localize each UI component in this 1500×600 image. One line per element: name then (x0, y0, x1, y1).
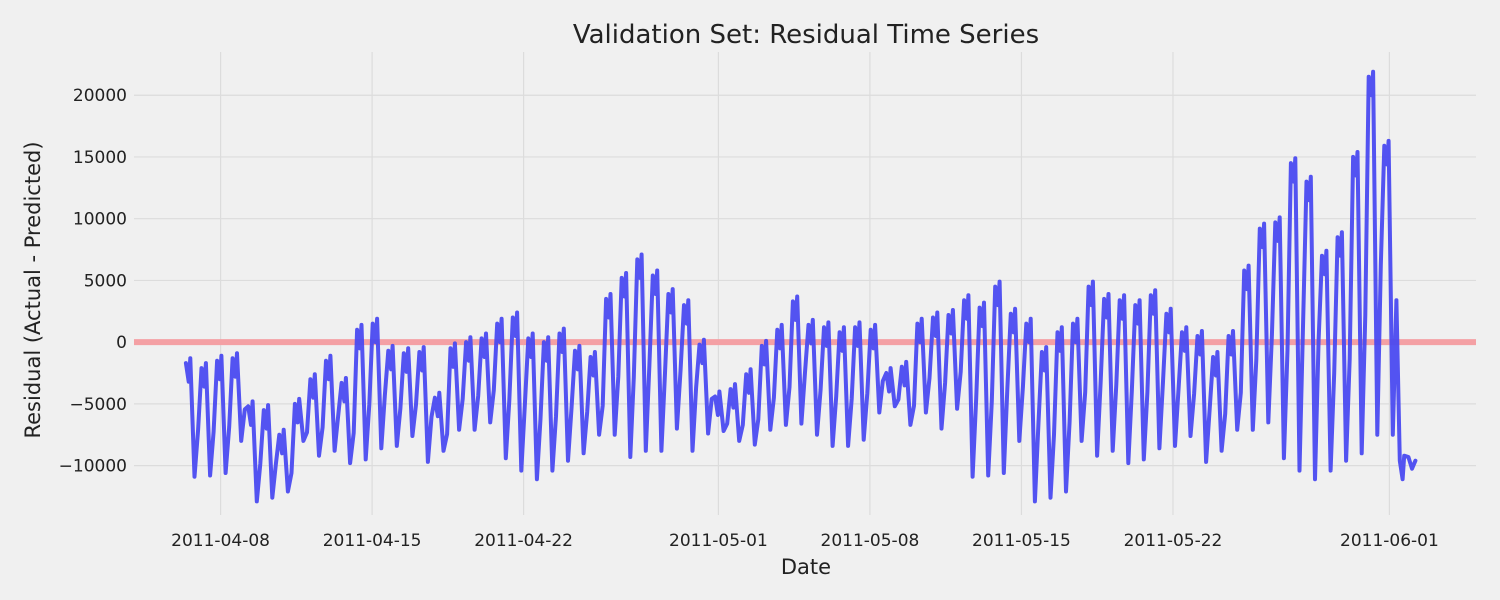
y-tick-label: 0 (116, 333, 127, 353)
y-tick-label: 15000 (73, 148, 127, 168)
x-tick-label: 2011-04-22 (474, 531, 573, 551)
x-tick-label: 2011-05-01 (669, 531, 768, 551)
x-tick-label: 2011-05-08 (821, 531, 920, 551)
x-tick-label: 2011-06-01 (1340, 531, 1439, 551)
y-axis-label: Residual (Actual - Predicted) (21, 141, 45, 438)
x-tick-label: 2011-04-15 (323, 531, 422, 551)
y-tick-label: 5000 (84, 271, 127, 291)
y-tick-label: −10000 (59, 457, 127, 477)
x-tick-label: 2011-05-22 (1124, 531, 1223, 551)
chart-title: Validation Set: Residual Time Series (573, 20, 1039, 50)
y-tick-label: 10000 (73, 210, 127, 230)
y-tick-labels: −10000 −5000 0 5000 10000 15000 20000 (59, 86, 127, 476)
x-tick-label: 2011-04-08 (171, 531, 270, 551)
y-tick-label: 20000 (73, 86, 127, 106)
y-tick-label: −5000 (69, 395, 127, 415)
x-axis-label: Date (781, 555, 831, 579)
residual-series-line (183, 69, 1418, 504)
x-tick-labels: 2011-04-08 2011-04-15 2011-04-22 2011-05-01… (171, 531, 1439, 551)
x-tick-label: 2011-05-15 (972, 531, 1071, 551)
